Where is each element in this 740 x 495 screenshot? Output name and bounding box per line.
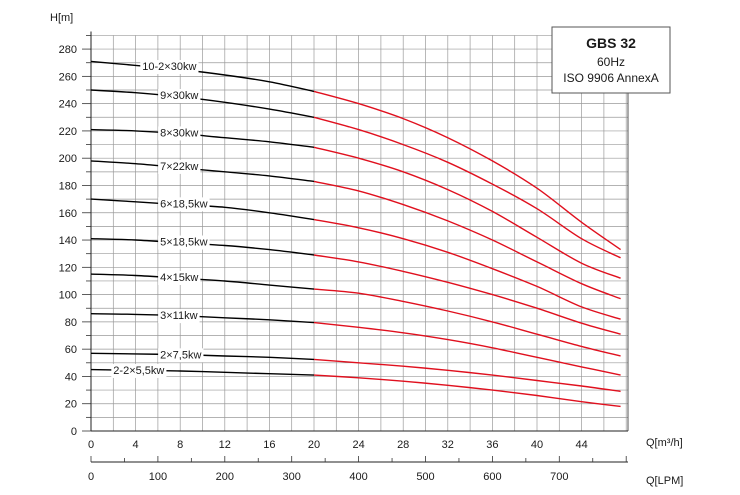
curve-7: [90, 313, 621, 376]
curve-label: 2-2×5,5kw: [113, 365, 164, 377]
curve-labels: 10-2×30kw 9×30kw 8×30kw 7×22kw 6×18,5kw 5×18,…: [111, 60, 210, 378]
curve-operating-segment: [313, 218, 621, 320]
curve-operating-segment: [313, 288, 621, 357]
x-axis-label-unit: Q[m³/h]: [646, 437, 683, 449]
curve-label-background: [158, 88, 201, 103]
curve-operating-segment: [313, 254, 621, 335]
x-tick-label: 0: [88, 439, 94, 451]
x-tick-label: 20: [308, 439, 320, 451]
y-tick-label: 180: [59, 180, 77, 192]
x-tick-label: 12: [219, 439, 231, 451]
curve-operating-segment: [313, 321, 621, 376]
x-secondary-tick-label: 500: [416, 471, 434, 483]
x-tick-label: 16: [263, 439, 275, 451]
curve-label-background: [158, 235, 210, 250]
y-tick-label: 100: [59, 290, 77, 302]
axes: [82, 31, 629, 463]
curve-label: 3×11kw: [160, 310, 197, 322]
x-tick-label: 28: [397, 439, 409, 451]
x-tick-label: 44: [575, 439, 587, 451]
x-secondary-tick-label: 600: [483, 471, 501, 483]
x-secondary-tick-label: 100: [149, 471, 167, 483]
curve-label: 9×30kw: [160, 90, 198, 102]
legend-box: GBS 32 60Hz ISO 9906 AnnexA: [551, 26, 671, 94]
curve-operating-segment: [313, 146, 621, 279]
x-tick-label: 8: [177, 439, 183, 451]
y-tick-label: 160: [59, 208, 77, 220]
y-tick-label: 0: [71, 426, 77, 438]
chart-title: GBS 32: [586, 35, 636, 51]
x-tick-label: 36: [486, 439, 498, 451]
curve-operating-segment: [313, 358, 621, 393]
x-secondary-axis-label: Q[LPM]: [646, 475, 683, 487]
curve-9: [90, 368, 621, 408]
x-secondary-tick-label: 700: [550, 471, 568, 483]
curve-label: 5×18,5kw: [160, 237, 207, 249]
y-axis-label: H[m]: [50, 12, 73, 24]
curve-operating-segment: [313, 116, 621, 259]
y-tick-label: 80: [65, 317, 77, 329]
curve-low-flow-segment: [90, 273, 315, 290]
chart-subtitle-standard: ISO 9906 AnnexA: [563, 71, 658, 85]
curve-label-background: [111, 363, 167, 378]
y-tick-label: 280: [59, 44, 77, 56]
curve-label: 7×22kw: [160, 161, 198, 173]
curve-label-background: [158, 126, 201, 141]
curve-operating-segment: [313, 90, 622, 251]
curve-label-background: [158, 271, 201, 286]
y-tick-label: 60: [65, 344, 77, 356]
curve-4: [90, 198, 621, 320]
curve-6: [90, 273, 621, 357]
x-tick-label: 4: [133, 439, 139, 451]
curve-label-background: [158, 309, 200, 324]
x-secondary-tick-labels: 0 100 200 300 400 500 600 700: [88, 471, 569, 483]
x-tick-labels: 0 4 8 12 16 20 24 28 32 36 40 44: [88, 439, 588, 451]
curve-label: 4×15kw: [160, 272, 198, 284]
y-tick-label: 20: [65, 399, 77, 411]
y-tick-label: 260: [59, 71, 77, 83]
x-axis-label: Q[m³/h]: [646, 437, 683, 449]
curve-label-background: [158, 348, 204, 363]
curve-operating-segment: [313, 180, 621, 300]
x-secondary-tick-label: 200: [216, 471, 234, 483]
curve-label-background: [158, 197, 210, 212]
curve-low-flow-segment: [90, 89, 315, 118]
x-secondary-tick-label: 300: [283, 471, 301, 483]
curve-low-flow-segment: [90, 160, 315, 183]
curve-0: [90, 60, 622, 251]
curve-label: 6×18,5kw: [160, 198, 207, 210]
curve-low-flow-segment: [90, 60, 315, 93]
chart-subtitle-frequency: 60Hz: [597, 55, 625, 69]
x-tick-label: 40: [531, 439, 543, 451]
curve-label: 2×7,5kw: [160, 349, 201, 361]
y-tick-label: 240: [59, 99, 77, 111]
y-tick-label: 220: [59, 126, 77, 138]
curve-label: 8×30kw: [160, 127, 198, 139]
x-secondary-tick-label: 0: [88, 471, 94, 483]
curve-1: [90, 89, 621, 259]
curve-operating-segment: [313, 374, 621, 408]
x-tick-label: 24: [352, 439, 364, 451]
curve-2: [90, 128, 621, 279]
curve-low-flow-segment: [90, 128, 315, 148]
legend-box-frame: [551, 26, 671, 94]
y-tick-labels: 0 20 40 60 80 100 120 140 160 180 200 220 240 260 280: [59, 44, 77, 438]
curve-label-background: [140, 60, 199, 75]
curve-label-background: [158, 159, 201, 174]
x-tick-label: 32: [442, 439, 454, 451]
curve-3: [90, 160, 621, 300]
curve-low-flow-segment: [90, 313, 315, 324]
y-tick-label: 140: [59, 235, 77, 247]
y-tick-label: 120: [59, 262, 77, 274]
x-secondary-tick-label: 400: [349, 471, 367, 483]
y-tick-label: 40: [65, 371, 77, 383]
y-tick-label: 200: [59, 153, 77, 165]
curve-label: 10-2×30kw: [142, 61, 196, 73]
